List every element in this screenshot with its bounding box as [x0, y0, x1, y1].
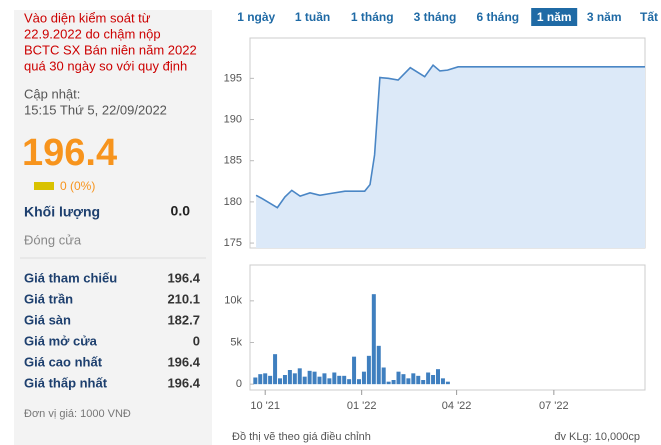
chart-note: Đồ thị vẽ theo giá điều chỉnh — [232, 431, 371, 443]
area — [256, 65, 645, 248]
bar — [258, 374, 263, 385]
chart-note: đv KLg: 10,000cp — [554, 431, 640, 443]
notice: 22.9.2022 do chậm nộp — [24, 26, 161, 41]
y-tick-label: 180 — [224, 196, 242, 208]
row-label: Giá trần — [24, 291, 73, 306]
row-value: 196.4 — [167, 354, 200, 369]
tab[interactable]: 6 tháng — [476, 10, 519, 24]
bar — [357, 379, 362, 385]
bar — [386, 381, 391, 385]
tab[interactable]: 3 tháng — [414, 10, 457, 24]
y-tick-label: 175 — [224, 237, 242, 249]
bar — [376, 345, 381, 385]
row-label: Giá sàn — [24, 312, 71, 327]
unit-note: Đơn vị giá: 1000 VNĐ — [24, 408, 131, 420]
volume-label: Khối lượng — [24, 204, 100, 220]
bar — [396, 371, 401, 385]
y-tick-label: 195 — [224, 72, 242, 84]
updated-time: 15:15 Thứ 5, 22/09/2022 — [24, 102, 167, 117]
info-panel — [14, 10, 212, 445]
bar — [421, 380, 426, 385]
tab[interactable]: 1 năm — [537, 10, 572, 24]
bar — [337, 375, 342, 385]
bar — [381, 367, 386, 385]
tab[interactable]: 1 tháng — [351, 10, 394, 24]
volume: 0.0 — [171, 203, 191, 219]
y-tick-label: 0 — [236, 378, 242, 390]
y-tick-label: 5k — [230, 336, 242, 348]
x-tick-label: 10 '21 — [250, 400, 280, 412]
bar — [312, 371, 317, 385]
close-label: Đóng cửa — [24, 232, 82, 247]
row-value: 210.1 — [167, 291, 200, 306]
bar — [352, 356, 357, 385]
bar — [268, 375, 273, 385]
change: 0 (0%) — [60, 179, 95, 193]
bar — [416, 375, 421, 385]
bar — [440, 378, 445, 385]
updated-label: Cập nhật: — [24, 86, 80, 101]
bar — [297, 368, 302, 385]
bar — [371, 294, 376, 385]
volume-frame — [249, 264, 646, 391]
notice: BCTC SX Bán niên năm 2022 — [24, 42, 197, 57]
row-label: Giá thấp nhất — [24, 375, 108, 390]
row-label: Giá mở cửa — [24, 333, 98, 348]
price-line — [255, 64, 645, 209]
bar — [332, 372, 337, 385]
y-tick-label: 10k — [224, 295, 242, 307]
x-tick-label: 07 '22 — [539, 400, 569, 412]
bar — [263, 373, 268, 385]
bar — [317, 376, 322, 385]
y-tick-label: 190 — [224, 113, 242, 125]
bar — [411, 373, 416, 385]
bar — [406, 378, 411, 385]
bar — [436, 369, 441, 385]
bar — [287, 370, 292, 385]
row-value: 182.7 — [167, 312, 200, 327]
row-label: Giá tham chiếu — [24, 270, 117, 285]
x-tick-label: 01 '22 — [347, 400, 377, 412]
bar — [431, 375, 436, 385]
y-tick-label: 185 — [224, 155, 242, 167]
bar — [307, 370, 312, 385]
bar — [302, 376, 307, 385]
bar — [322, 373, 327, 385]
bar — [426, 372, 431, 385]
bar — [282, 375, 287, 385]
tab[interactable]: Tất cả — [640, 10, 661, 24]
x-tick-label: 04 '22 — [442, 400, 472, 412]
notice: Vào diện kiểm soát từ — [24, 10, 151, 25]
bar — [361, 371, 366, 385]
tab[interactable]: 1 ngày — [237, 10, 275, 24]
bar — [253, 377, 258, 385]
bar — [292, 373, 297, 385]
bar — [347, 379, 352, 385]
bar — [273, 354, 278, 385]
bar — [327, 378, 332, 385]
bar — [445, 381, 450, 385]
tab[interactable]: 1 tuần — [295, 10, 330, 24]
bar — [366, 355, 371, 385]
row-value: 196.4 — [167, 375, 200, 390]
row-value: 196.4 — [167, 270, 200, 285]
tab-active-bg — [531, 8, 578, 26]
price: 196.4 — [22, 132, 117, 174]
bar — [401, 374, 406, 385]
bar — [391, 380, 396, 385]
notice: quá 30 ngày so với quy định — [24, 58, 187, 73]
bar — [342, 375, 347, 385]
tab[interactable]: 3 năm — [587, 10, 622, 24]
flat-icon — [34, 182, 54, 190]
row-label: Giá cao nhất — [24, 354, 103, 369]
bar — [278, 378, 283, 385]
row-value: 0 — [193, 333, 200, 348]
